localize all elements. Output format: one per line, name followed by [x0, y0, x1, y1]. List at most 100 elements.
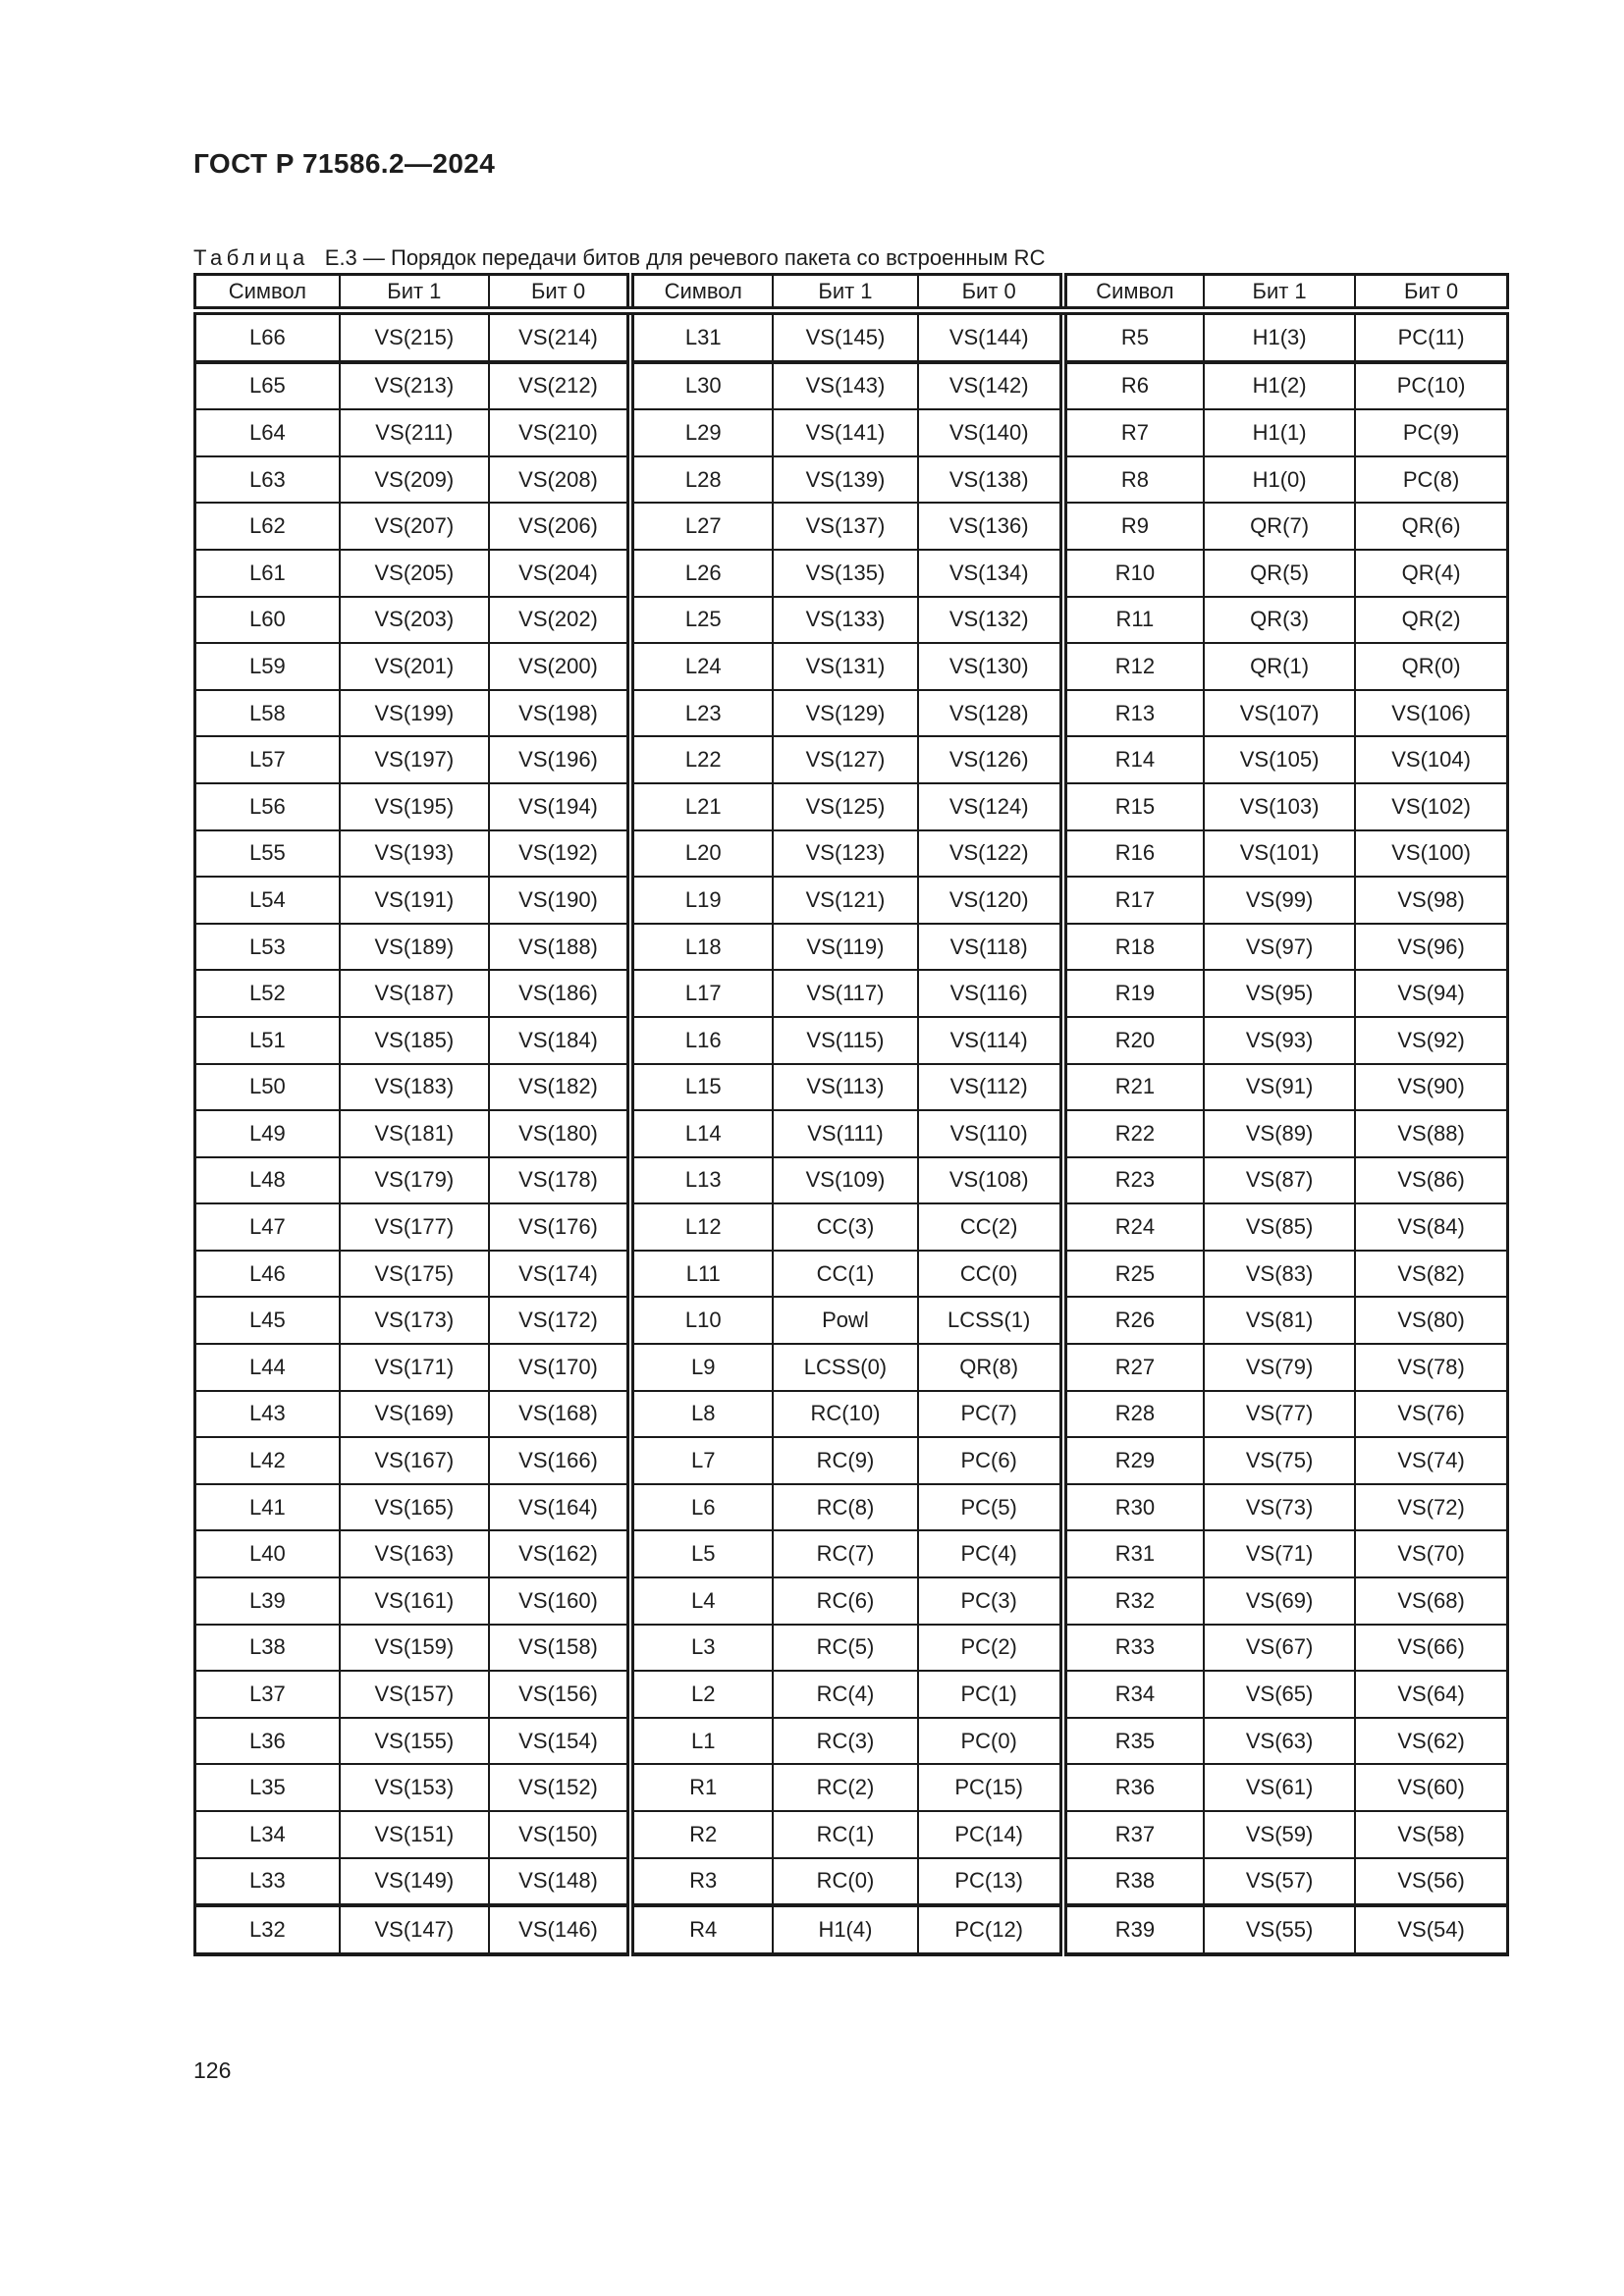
bit-cell: VS(177) — [338, 1202, 490, 1252]
symbol-cell: L53 — [193, 922, 341, 972]
bit-cell: VS(123) — [772, 828, 919, 879]
bit-cell: VS(157) — [338, 1670, 490, 1719]
bit-cell: PC(10) — [1354, 360, 1509, 411]
bit-cell: VS(148) — [487, 1856, 632, 1908]
symbol-cell: L9 — [626, 1343, 775, 1392]
bit-cell: VS(150) — [487, 1810, 632, 1859]
symbol-cell: L21 — [626, 781, 775, 831]
bit-cell: VS(132) — [916, 595, 1064, 645]
bit-cell: VS(143) — [772, 360, 919, 411]
symbol-cell: R13 — [1058, 688, 1205, 738]
bit-cell: VS(128) — [916, 688, 1064, 738]
table-caption-title: Е.3 — Порядок передачи битов для речевог… — [324, 245, 1046, 270]
table-row: L35 VS(153) VS(152) R1 RC(2) PC(15) R36 VS(61) V… — [193, 1763, 1509, 1812]
symbol-cell: L23 — [626, 688, 775, 738]
bit-cell: VS(187) — [338, 969, 490, 1018]
bit-cell: VS(155) — [338, 1716, 490, 1766]
symbol-cell: L1 — [626, 1716, 775, 1766]
bit-cell: VS(129) — [772, 688, 919, 738]
bit-cell: RC(5) — [772, 1623, 919, 1673]
bit-cell: QR(2) — [1354, 595, 1509, 645]
table-row: L66 VS(215) VS(214) L31 VS(145) VS(144) R5 H1(3… — [193, 309, 1509, 364]
bit-cell: VS(106) — [1354, 688, 1509, 738]
symbol-cell: R27 — [1058, 1343, 1205, 1392]
bit-cell: VS(117) — [772, 969, 919, 1018]
bit-cell: VS(54) — [1354, 1904, 1509, 1955]
symbol-cell: L66 — [193, 309, 341, 364]
bit-cell: VS(99) — [1202, 876, 1357, 925]
bit-cell: VS(153) — [338, 1763, 490, 1812]
symbol-cell: L6 — [626, 1482, 775, 1532]
symbol-cell: R24 — [1058, 1202, 1205, 1252]
bit-cell: VS(62) — [1354, 1716, 1509, 1766]
symbol-cell: R17 — [1058, 876, 1205, 925]
bit-cell: VS(56) — [1354, 1856, 1509, 1908]
bit-cell: VS(210) — [487, 408, 632, 457]
bit-cell: H1(0) — [1202, 454, 1357, 505]
bit-cell: PC(11) — [1354, 309, 1509, 364]
symbol-cell: L4 — [626, 1576, 775, 1626]
symbol-cell: L37 — [193, 1670, 341, 1719]
symbol-cell: L63 — [193, 454, 341, 505]
symbol-cell: L13 — [626, 1155, 775, 1205]
bit-cell: VS(174) — [487, 1249, 632, 1299]
bit-cell: VS(136) — [916, 502, 1064, 551]
bit-order-table: Символ Бит 1 Бит 0 Символ Бит 1 Бит 0 Символ Би… — [193, 273, 1509, 1956]
bit-cell: VS(191) — [338, 876, 490, 925]
bit-cell: PC(7) — [916, 1389, 1064, 1439]
bit-cell: VS(77) — [1202, 1389, 1357, 1439]
symbol-cell: R23 — [1058, 1155, 1205, 1205]
bit-cell: VS(140) — [916, 408, 1064, 457]
symbol-cell: L41 — [193, 1482, 341, 1532]
bit-cell: VS(79) — [1202, 1343, 1357, 1392]
bit-cell: QR(3) — [1202, 595, 1357, 645]
bit-cell: VS(204) — [487, 548, 632, 598]
symbol-cell: R7 — [1058, 408, 1205, 457]
symbol-cell: L42 — [193, 1436, 341, 1485]
bit-cell: VS(195) — [338, 781, 490, 831]
bit-cell: PC(14) — [916, 1810, 1064, 1859]
bit-cell: VS(182) — [487, 1062, 632, 1112]
symbol-cell: L17 — [626, 969, 775, 1018]
symbol-cell: L20 — [626, 828, 775, 879]
bit-cell: VS(168) — [487, 1389, 632, 1439]
bit-cell: VS(126) — [916, 735, 1064, 784]
bit-cell: PC(3) — [916, 1576, 1064, 1626]
bit-cell: VS(85) — [1202, 1202, 1357, 1252]
bit-cell: VS(57) — [1202, 1856, 1357, 1908]
symbol-cell: L38 — [193, 1623, 341, 1673]
bit-cell: QR(4) — [1354, 548, 1509, 598]
symbol-cell: R32 — [1058, 1576, 1205, 1626]
bit-cell: VS(119) — [772, 922, 919, 972]
symbol-cell: L7 — [626, 1436, 775, 1485]
bit-cell: VS(160) — [487, 1576, 632, 1626]
bit-cell: VS(144) — [916, 309, 1064, 364]
bit-cell: VS(201) — [338, 642, 490, 691]
table-row: L44 VS(171) VS(170) L9 LCSS(0) QR(8) R27 VS(79)… — [193, 1343, 1509, 1392]
symbol-cell: L36 — [193, 1716, 341, 1766]
table-head: Символ Бит 1 Бит 0 Символ Бит 1 Бит 0 Символ Би… — [193, 273, 1509, 315]
symbol-cell: L65 — [193, 360, 341, 411]
symbol-cell: L10 — [626, 1296, 775, 1346]
bit-cell: VS(184) — [487, 1015, 632, 1065]
page-number: 126 — [193, 2057, 232, 2083]
bit-cell: VS(149) — [338, 1856, 490, 1908]
bit-cell: VS(60) — [1354, 1763, 1509, 1812]
symbol-cell: L12 — [626, 1202, 775, 1252]
bit-cell: RC(1) — [772, 1810, 919, 1859]
bit-cell: VS(137) — [772, 502, 919, 551]
bit-cell: VS(94) — [1354, 969, 1509, 1018]
table-row: L58 VS(199) VS(198) L23 VS(129) VS(128) R13 VS(… — [193, 688, 1509, 738]
bit-cell: VS(111) — [772, 1109, 919, 1158]
symbol-cell: L3 — [626, 1623, 775, 1673]
bit-cell: VS(76) — [1354, 1389, 1509, 1439]
symbol-cell: R15 — [1058, 781, 1205, 831]
symbol-cell: R11 — [1058, 595, 1205, 645]
symbol-cell: R25 — [1058, 1249, 1205, 1299]
symbol-cell: L46 — [193, 1249, 341, 1299]
column-header: Бит 1 — [772, 273, 919, 315]
bit-cell: VS(181) — [338, 1109, 490, 1158]
symbol-cell: L43 — [193, 1389, 341, 1439]
symbol-cell: R8 — [1058, 454, 1205, 505]
symbol-cell: R30 — [1058, 1482, 1205, 1532]
